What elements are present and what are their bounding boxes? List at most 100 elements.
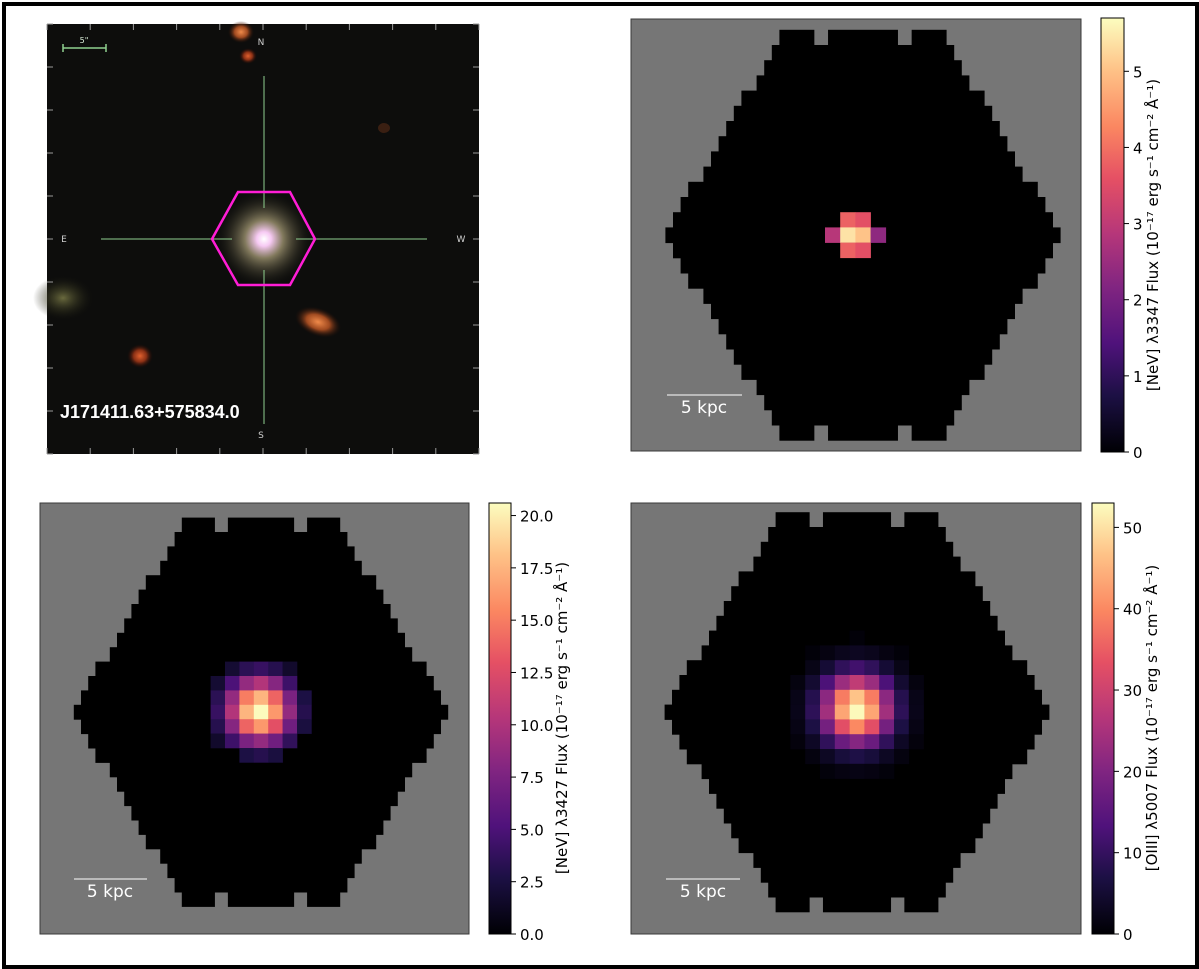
emission-pixel [855, 212, 871, 228]
emission-pixel [834, 660, 850, 676]
colorbar-gradient [488, 502, 512, 935]
footprint-row [726, 121, 1000, 137]
footprint-row [764, 60, 962, 76]
footprint-row [124, 791, 398, 807]
map-panel-oiii5007: 5 kpc 0 10 20 30 40 50 [OIII] λ5007 Flux (10⁻… [630, 502, 1161, 944]
footprint-row [167, 863, 355, 879]
emission-pixel [879, 675, 895, 691]
footprint-row [718, 318, 1008, 335]
emission-pixel [879, 660, 895, 676]
emission-pixel [840, 242, 856, 259]
emission-pixel [849, 749, 865, 765]
emission-pixel [225, 690, 240, 706]
emission-pixel [239, 733, 255, 749]
faint-source [378, 123, 390, 133]
emission-pixel [253, 676, 269, 691]
footprint-row [688, 273, 1038, 289]
footprint-row [680, 257, 1046, 274]
footprint-row [138, 589, 384, 605]
emission-pixel [864, 749, 880, 765]
emission-pixel [849, 645, 865, 661]
emission-pixels [825, 212, 887, 259]
footprint-row [771, 45, 955, 61]
emission-pixel [894, 660, 910, 676]
emission-pixel [894, 749, 910, 765]
colorbar-label: [NeV] λ3347 Flux (10⁻¹⁷ erg s⁻¹ cm⁻² Å⁻¹… [1143, 79, 1162, 391]
emission-pixel [864, 763, 880, 779]
colorbar-tick-label: 20.0 [520, 508, 553, 526]
emission-pixel [849, 630, 865, 646]
footprint-row [822, 897, 892, 913]
emission-pixels [790, 630, 924, 779]
emission-pixel [805, 734, 821, 750]
emission-pixel [805, 660, 821, 676]
emission-pixel [894, 734, 910, 750]
colorbar-tick-label: 15.0 [520, 612, 553, 630]
emission-pixel [908, 719, 924, 735]
emission-pixel [297, 690, 312, 706]
footprint-row [711, 303, 1015, 320]
footprint-row [779, 29, 815, 46]
colorbar: 0.0 2.5 5.0 7.5 10.0 12.5 15.0 17.5 20.0 [NeV] λ… [488, 502, 571, 944]
emission-pixel [908, 704, 924, 720]
neighbor-galaxy-top [228, 21, 254, 43]
footprint-row [768, 882, 946, 898]
emission-pixel [239, 704, 255, 720]
scale-bar: 5" [62, 36, 107, 52]
footprint-row [741, 364, 985, 380]
colorbar: 0 10 20 30 40 50 [OIII] λ5007 Flux (10⁻¹⁷ erg… [1091, 502, 1161, 944]
emission-pixel [855, 227, 871, 243]
colorbar-label: [OIII] λ5007 Flux (10⁻¹⁷ erg s⁻¹ cm⁻² Å⁻… [1142, 565, 1161, 872]
emission-pixel [210, 733, 226, 749]
footprint-row [779, 425, 815, 441]
footprint-row [160, 848, 362, 864]
emission-pixel [864, 689, 880, 705]
scale-bar-label: 5" [80, 36, 89, 45]
emission-pixel [820, 660, 836, 676]
emission-pixel [268, 748, 283, 763]
neighbor-galaxy-right [294, 306, 342, 338]
footprint-row [703, 166, 1023, 183]
emission-pixel [908, 689, 924, 705]
footprint-row [227, 517, 295, 533]
footprint-row [109, 647, 413, 663]
emission-pixel [282, 676, 298, 691]
colorbar-tick-label: 0 [1133, 444, 1143, 462]
frame-ticks [46, 23, 480, 455]
footprint-row [753, 852, 961, 868]
footprint-row [174, 532, 348, 547]
emission-pixel [225, 676, 240, 691]
emission-pixel [870, 227, 887, 243]
emission-pixel [834, 645, 850, 661]
footprint-row [731, 823, 983, 839]
emission-pixel [225, 661, 240, 677]
emission-pixel [790, 719, 806, 735]
footprint-row [775, 897, 810, 913]
emission-pixel [282, 661, 298, 677]
emission-pixel [225, 719, 240, 734]
target-galaxy [216, 191, 312, 287]
footprint-row [756, 75, 970, 92]
compass-east: E [61, 235, 67, 245]
emission-pixel [820, 704, 836, 720]
emission-pixel [834, 689, 850, 705]
kpc-scale-label: 5 kpc [87, 882, 133, 902]
footprint-row [167, 546, 355, 562]
emission-pixel [805, 719, 821, 735]
colorbar-tick-label: 2 [1133, 292, 1143, 310]
footprint-row [718, 136, 1008, 152]
footprint-row [688, 181, 1038, 198]
footprint-row [768, 527, 946, 543]
emission-pixel [849, 763, 865, 779]
colorbar-tick-label: 0.0 [520, 926, 544, 944]
footprint-row [131, 604, 391, 619]
emission-pixel [805, 704, 821, 720]
emission-pixel [834, 704, 850, 720]
emission-pixel [825, 227, 841, 243]
compass-south: S [258, 431, 264, 441]
emission-pixel [894, 645, 910, 661]
emission-pixel [790, 689, 806, 705]
emission-pixel [864, 660, 880, 676]
colorbar: 0 1 2 3 4 5 [NeV] λ3347 Flux (10⁻¹⁷ erg s⁻¹ c… [1100, 17, 1162, 462]
